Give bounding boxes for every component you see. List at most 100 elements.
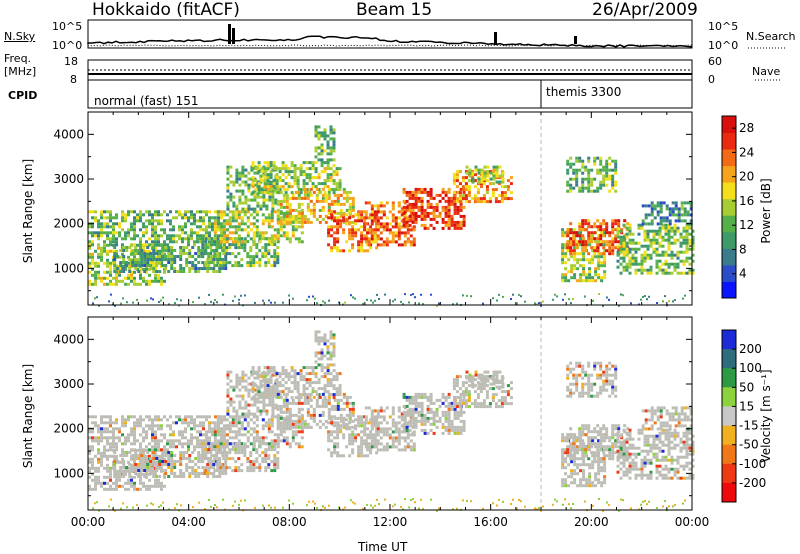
power-echo-cell [269, 164, 273, 168]
power-echo-cell [209, 252, 213, 255]
power-echo-cell [420, 208, 424, 212]
velocity-echo-cell [320, 336, 324, 340]
velocity-echo-cell [360, 421, 364, 425]
power-echo-cell [308, 167, 312, 171]
velocity-echo-cell [291, 436, 295, 440]
power-echo-cell [154, 249, 157, 253]
velocity-echo-cell [151, 436, 154, 440]
velocity-echo-cell [127, 418, 130, 422]
power-echo-cell [303, 193, 307, 197]
power-echo-cell [88, 246, 91, 250]
power-echo-cell [157, 249, 160, 253]
power-echo-cell [109, 213, 112, 217]
velocity-echo-cell [238, 400, 242, 404]
velocity-echo-cell [285, 436, 289, 440]
power-echo-cell [561, 234, 565, 238]
velocity-echo-cell [360, 424, 364, 428]
velocity-echo-cell [234, 418, 238, 422]
power-echo-cell [97, 234, 100, 238]
power-echo-cell [561, 243, 565, 247]
power-echo-cell [342, 219, 346, 223]
power-echo-cell [467, 194, 471, 198]
velocity-echo-cell [255, 430, 259, 434]
power-echo-cell [178, 225, 181, 229]
power-echo-cell [131, 264, 135, 267]
velocity-echo-cell [452, 399, 456, 403]
power-echo-cell [299, 173, 303, 177]
power-echo-cell [216, 243, 220, 247]
power-echo-cell [270, 255, 274, 259]
power-echo-cell [173, 261, 177, 264]
power-echo-cell [270, 237, 274, 241]
velocity-echo-cell [103, 466, 106, 470]
velocity-echo-cell [163, 436, 166, 440]
velocity-echo-cell [218, 457, 222, 460]
power-echo-cell [400, 225, 404, 229]
velocity-echo-cell [561, 463, 565, 467]
velocity-echo-cell [297, 424, 301, 428]
power-echo-cell [290, 164, 294, 168]
velocity-echo-cell [357, 451, 361, 455]
power-echo-cell [264, 249, 268, 253]
velocity-echo-cell [576, 445, 580, 449]
power-echo-cell [204, 252, 208, 256]
power-echo-cell [196, 210, 199, 214]
velocity-echo-cell [202, 439, 205, 443]
power-echo-cell [314, 125, 318, 129]
velocity-echo-cell [317, 378, 321, 382]
power-echo-cell [318, 199, 322, 203]
power-echo-cell [402, 199, 406, 203]
velocity-echo-cell [417, 395, 421, 399]
power-echo-cell [264, 264, 268, 268]
power-echo-cell [272, 161, 276, 165]
velocity-echo-cell [272, 366, 276, 370]
velocity-echo-cell [600, 466, 604, 470]
velocity-echo-cell [139, 481, 142, 485]
cpid-mode-normal: normal (fast) 151 [94, 94, 199, 108]
velocity-echo-cell [409, 445, 413, 449]
power-echo-cell [320, 182, 324, 186]
power-echo-cell [88, 282, 91, 286]
velocity-echo-cell [300, 419, 304, 423]
power-echo-cell [351, 243, 355, 247]
velocity-echo-cell [255, 418, 259, 422]
power-echo-cell [327, 187, 331, 191]
power-echo-cell [363, 228, 367, 232]
power-echo-cell [572, 231, 576, 235]
velocity-echo-cell [303, 419, 307, 423]
velocity-echo-cell [196, 445, 199, 449]
velocity-echo-cell [342, 401, 346, 405]
power-echo-cell [564, 273, 568, 277]
power-echo-cell [599, 252, 603, 256]
velocity-echo-cell [467, 399, 471, 403]
velocity-echo-cell [309, 413, 313, 417]
power-echo-cell [411, 205, 415, 209]
power-echo-cell [257, 161, 261, 165]
velocity-echo-cell [408, 398, 412, 402]
velocity-echo-cell [219, 445, 223, 449]
nave-tick-bottom: 0 [708, 73, 715, 86]
power-echo-cell [600, 276, 604, 280]
velocity-echo-cell [423, 416, 427, 420]
velocity-echo-cell [161, 451, 165, 454]
velocity-echo-cell [603, 460, 607, 464]
velocity-echo-cell [137, 466, 141, 469]
power-echo-cell [326, 185, 330, 189]
velocity-echo-cell [208, 436, 211, 440]
power-echo-cell [121, 237, 124, 241]
velocity-echo-cell [116, 472, 120, 475]
velocity-echo-cell [124, 418, 127, 422]
velocity-echo-cell [212, 475, 216, 478]
velocity-echo-cell [112, 442, 115, 446]
power-echo-cell [351, 246, 355, 250]
power-echo-cell [197, 270, 201, 273]
velocity-echo-cell [151, 484, 154, 488]
velocity-echo-cell [569, 448, 573, 452]
velocity-echo-cell [342, 421, 346, 425]
power-echo-cell [330, 246, 334, 250]
power-echo-cell [222, 240, 226, 244]
power-echo-cell [151, 261, 154, 265]
power-echo-cell [157, 279, 160, 283]
velocity-echo-cell [564, 436, 568, 440]
velocity-echo-cell [582, 457, 586, 461]
